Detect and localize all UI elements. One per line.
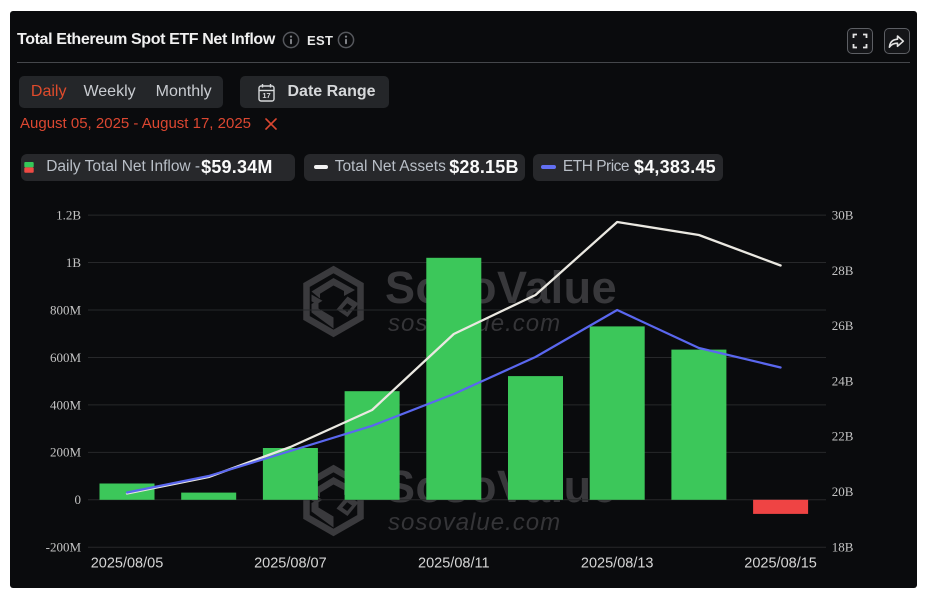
svg-text:2025/08/15: 2025/08/15 [744, 556, 817, 572]
svg-text:26B: 26B [832, 318, 854, 333]
svg-text:18B: 18B [832, 539, 854, 554]
svg-text:600M: 600M [50, 350, 82, 365]
svg-text:1.2B: 1.2B [56, 208, 81, 223]
svg-text:24B: 24B [832, 373, 854, 388]
svg-text:30B: 30B [832, 208, 854, 223]
svg-text:400M: 400M [50, 397, 82, 412]
svg-text:200M: 200M [50, 445, 82, 460]
svg-text:0: 0 [75, 492, 82, 507]
svg-text:2025/08/07: 2025/08/07 [254, 556, 327, 572]
svg-text:17: 17 [262, 91, 270, 100]
svg-text:2025/08/11: 2025/08/11 [418, 556, 490, 572]
svg-text:28B: 28B [832, 263, 854, 278]
svg-text:2025/08/13: 2025/08/13 [581, 556, 654, 572]
svg-text:20B: 20B [832, 484, 854, 499]
svg-text:-200M: -200M [46, 540, 82, 555]
svg-text:2025/08/05: 2025/08/05 [91, 556, 164, 572]
svg-text:22B: 22B [832, 429, 854, 444]
svg-text:800M: 800M [50, 302, 82, 317]
svg-text:1B: 1B [66, 255, 82, 270]
